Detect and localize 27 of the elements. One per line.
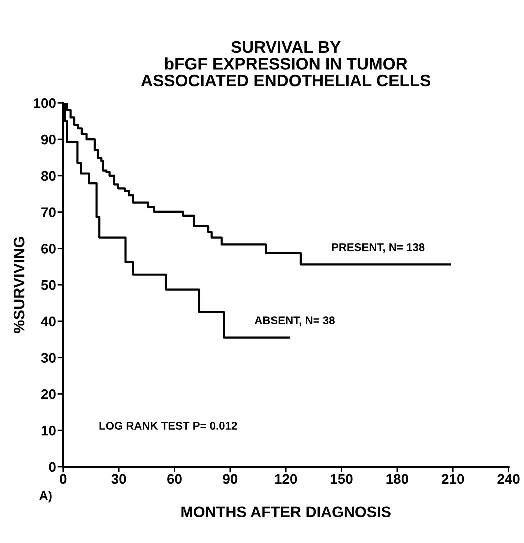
y-tick-label: 40	[41, 316, 56, 327]
x-tick-label: 30	[112, 474, 126, 484]
y-tick-label: 70	[42, 208, 56, 218]
y-axis-title: %SURVIVING	[14, 237, 25, 334]
x-axis-title: MONTHS AFTER DIAGNOSIS	[182, 506, 391, 518]
x-tick-label: 180	[386, 474, 408, 484]
x-tick-label: 210	[442, 474, 464, 484]
text: A)	[40, 491, 52, 503]
y-tick-label: 100	[34, 98, 56, 108]
annotation: LOG RANK TEST P= 0.012	[100, 422, 238, 430]
y-tick-label: 30	[41, 353, 56, 364]
x-tick-label: 60	[168, 474, 182, 484]
y-tick-label: 20	[41, 390, 56, 400]
x-tick-label: 150	[331, 474, 353, 484]
series-label: PRESENT, N= 138	[332, 244, 425, 254]
y-tick-label: 60	[42, 244, 56, 254]
x-tick-label: 120	[275, 474, 298, 484]
x-tick-label: 90	[223, 474, 238, 484]
x-tick-label: 0	[60, 474, 67, 484]
series-label: ABSENT, N= 38	[254, 316, 335, 326]
y-tick-label: 90	[41, 134, 56, 145]
x-tick-label: 240	[498, 474, 520, 484]
y-tick-label: 0	[49, 462, 56, 472]
y-tick-label: 10	[42, 426, 56, 436]
y-tick-label: 50	[41, 280, 56, 290]
chart-title: SURVIVAL BY bFGF EXPRESSION IN TUMOR ASSOCIATED ENDOTHELIAL CELLS	[141, 41, 431, 87]
y-tick-label: 80	[41, 171, 56, 182]
